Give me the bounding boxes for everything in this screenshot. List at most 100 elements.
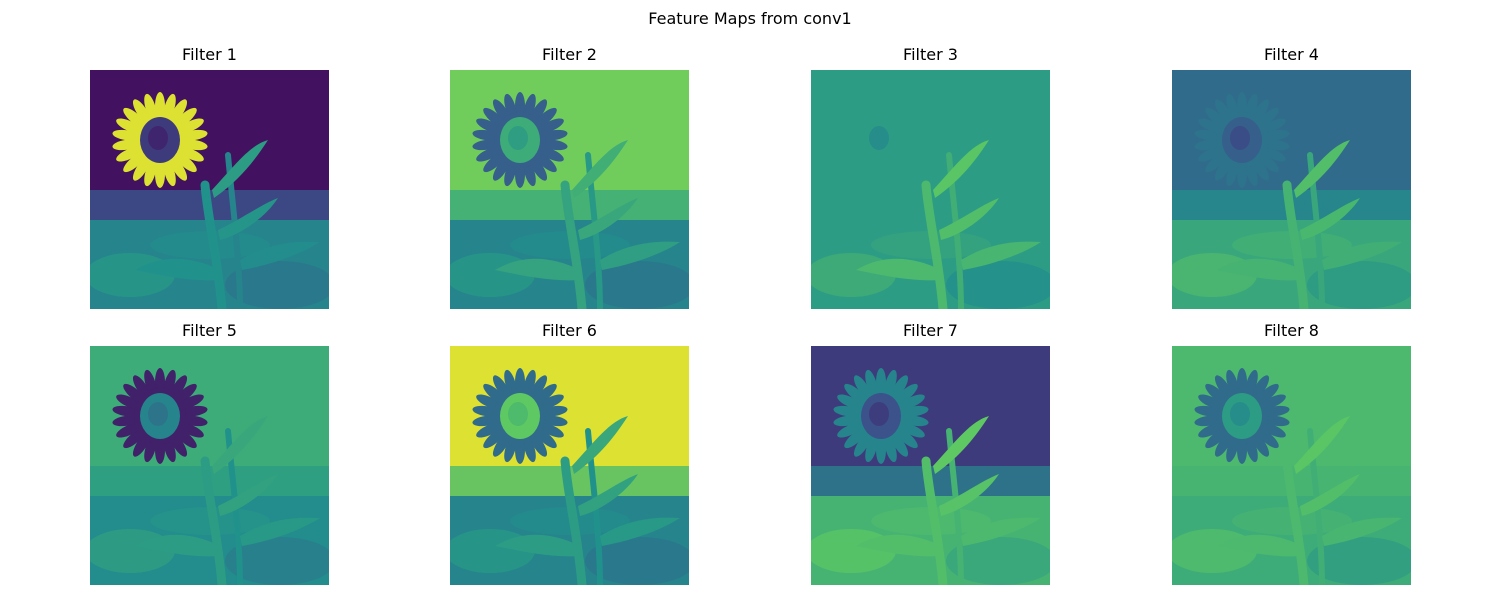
stem-shape	[560, 180, 587, 309]
leaf-shape	[495, 534, 580, 557]
leaf-shape	[218, 198, 278, 240]
leaf-shape	[1217, 258, 1302, 281]
leaf-shape	[1294, 416, 1350, 474]
feature-map-image	[811, 70, 1050, 309]
petal-shape	[1260, 146, 1286, 162]
petal-shape	[538, 422, 564, 438]
flower-center-core	[869, 402, 889, 426]
flower-center-core	[1230, 402, 1250, 426]
leaf-shape	[135, 534, 220, 557]
petal-shape	[1198, 422, 1224, 438]
foliage-blob	[225, 537, 329, 585]
petal-shape	[472, 415, 501, 427]
feature-map-image	[450, 70, 689, 309]
petal-shape	[116, 422, 142, 438]
leaf-shape	[600, 517, 680, 546]
leaf-shape	[135, 258, 220, 281]
petal-shape	[1198, 394, 1224, 410]
foliage-blob	[585, 261, 689, 309]
petal-shape	[539, 129, 568, 141]
petal-shape	[472, 139, 501, 151]
petal-shape	[116, 146, 142, 162]
petal-shape	[116, 394, 142, 410]
leaf-shape	[212, 140, 268, 198]
leaf-shape	[939, 198, 999, 240]
petal-shape	[837, 394, 863, 410]
leaf-shape	[572, 140, 628, 198]
leaf-shape	[939, 474, 999, 516]
stem-shape	[921, 456, 948, 585]
stem-shape	[560, 456, 587, 585]
petal-shape	[476, 118, 502, 134]
petal-shape	[112, 415, 141, 427]
leaf-shape	[1300, 198, 1360, 240]
petal-shape	[899, 394, 925, 410]
leaf-shape	[578, 198, 638, 240]
leaf-shape	[495, 258, 580, 281]
leaf-shape	[218, 474, 278, 516]
petal-shape	[178, 422, 204, 438]
foliage-blob	[225, 261, 329, 309]
leaf-shape	[1294, 140, 1350, 198]
petal-shape	[1260, 118, 1286, 134]
flower-center-core	[148, 402, 168, 426]
leaf-shape	[856, 258, 941, 281]
petal-shape	[900, 129, 929, 141]
leaf-shape	[933, 416, 989, 474]
leaf-shape	[1300, 474, 1360, 516]
panel-title: Filter 2	[542, 45, 597, 64]
foliage-blob	[1307, 537, 1411, 585]
foliage-blob	[1307, 261, 1411, 309]
petal-shape	[476, 394, 502, 410]
petal-shape	[837, 118, 863, 134]
petal-shape	[116, 118, 142, 134]
petal-shape	[899, 118, 925, 134]
petal-shape	[539, 405, 568, 417]
petal-shape	[1260, 422, 1286, 438]
leaf-shape	[240, 517, 320, 546]
petal-shape	[179, 129, 208, 141]
leaf-shape	[240, 241, 320, 270]
petal-shape	[178, 118, 204, 134]
petal-shape	[538, 118, 564, 134]
feature-map-image	[811, 346, 1050, 585]
leaf-shape	[933, 140, 989, 198]
leaf-shape	[1322, 241, 1402, 270]
stem-shape	[200, 180, 227, 309]
stem-shape	[1282, 180, 1309, 309]
leaf-shape	[1217, 534, 1302, 557]
petal-shape	[899, 422, 925, 438]
figure-suptitle: Feature Maps from conv1	[648, 9, 852, 28]
petal-shape	[900, 405, 929, 417]
flower-center-core	[1230, 126, 1250, 150]
feature-map-image	[90, 346, 329, 585]
foliage-blob	[585, 537, 689, 585]
petal-shape	[837, 422, 863, 438]
leaf-shape	[961, 517, 1041, 546]
petal-shape	[833, 415, 862, 427]
leaf-shape	[572, 416, 628, 474]
leaf-shape	[1322, 517, 1402, 546]
panel-title: Filter 8	[1264, 321, 1319, 340]
petal-shape	[538, 394, 564, 410]
petal-shape	[837, 146, 863, 162]
stem-shape	[1282, 456, 1309, 585]
petal-shape	[899, 146, 925, 162]
petal-shape	[178, 394, 204, 410]
petal-shape	[178, 146, 204, 162]
petal-shape	[538, 146, 564, 162]
leaf-shape	[856, 534, 941, 557]
leaf-shape	[212, 416, 268, 474]
leaf-shape	[600, 241, 680, 270]
flower-center-core	[148, 126, 168, 150]
stem-shape	[200, 456, 227, 585]
petal-shape	[1260, 394, 1286, 410]
panel-title: Filter 6	[542, 321, 597, 340]
petal-shape	[112, 139, 141, 151]
petal-shape	[1261, 405, 1290, 417]
petal-shape	[1261, 129, 1290, 141]
petal-shape	[476, 146, 502, 162]
petal-shape	[476, 422, 502, 438]
flower-center-core	[869, 126, 889, 150]
flower-center-core	[508, 126, 528, 150]
